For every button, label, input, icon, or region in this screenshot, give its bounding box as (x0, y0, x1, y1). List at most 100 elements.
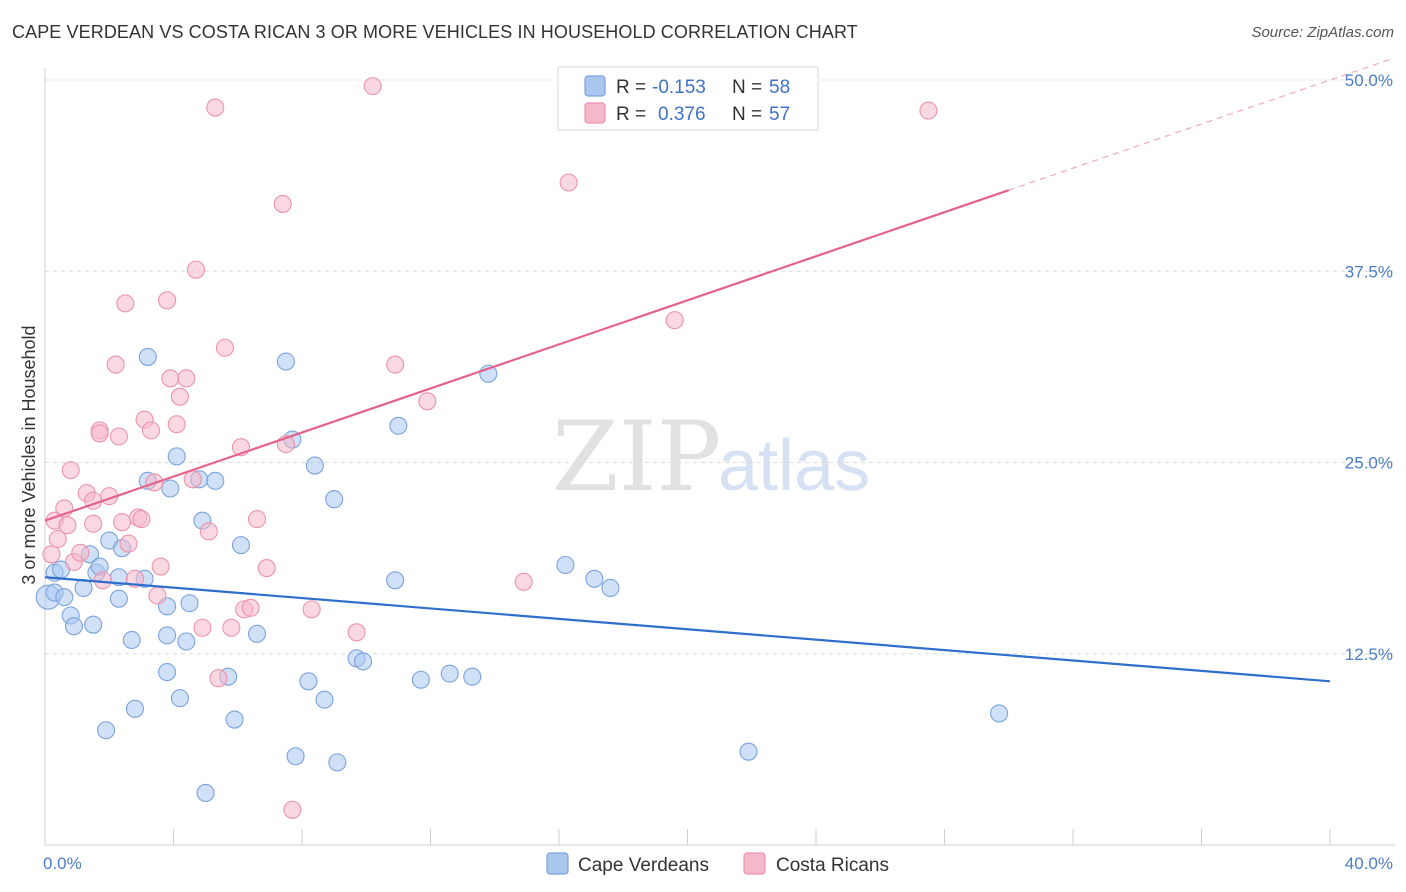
data-point (411, 670, 430, 689)
watermark-zip: ZIP (552, 401, 721, 513)
data-point (386, 355, 405, 374)
source-label: Source: ZipAtlas.com (1251, 24, 1394, 41)
data-point (990, 704, 1009, 723)
data-point (125, 569, 144, 588)
data-point (64, 617, 83, 636)
data-point (231, 536, 251, 555)
data-point (302, 600, 321, 619)
data-point (739, 742, 758, 761)
data-point (158, 291, 177, 310)
data-point (90, 424, 109, 443)
data-point (556, 555, 575, 575)
data-point (257, 559, 276, 578)
y-tick-label: 25.0% (1345, 454, 1393, 473)
bottom-legend: Cape Verdeans Costa Ricans (546, 852, 889, 876)
data-point (161, 479, 180, 498)
legend-n-value: 58 (769, 77, 790, 98)
data-point (48, 529, 67, 549)
legend-swatch-cape-verdeans (584, 75, 606, 97)
y-tick-label: 12.5% (1345, 645, 1393, 664)
data-point (42, 545, 61, 564)
data-point (299, 672, 318, 691)
data-point (440, 664, 459, 683)
data-point (84, 514, 103, 533)
tick-labels: 12.5% 25.0% 37.5% 50.0% 0.0% 40.0% (43, 71, 1393, 873)
data-point (222, 618, 241, 637)
data-point (58, 516, 77, 535)
data-point (919, 101, 938, 120)
data-point (122, 630, 141, 650)
data-point (325, 490, 344, 509)
data-point (286, 747, 305, 766)
data-point (386, 571, 405, 590)
data-point (158, 663, 177, 682)
data-point (113, 513, 132, 532)
data-point (93, 571, 112, 590)
data-point (61, 461, 80, 480)
data-point (84, 615, 103, 634)
axes (44, 68, 1395, 846)
data-point (177, 632, 196, 651)
data-point (328, 753, 347, 772)
data-point (132, 510, 151, 529)
data-point (283, 800, 302, 819)
data-point (215, 338, 234, 357)
data-point (353, 652, 373, 671)
data-point (158, 626, 177, 645)
data-point (247, 624, 267, 643)
data-point (206, 98, 225, 117)
watermark: ZIP atlas (552, 401, 870, 513)
data-point (167, 447, 186, 466)
data-point (180, 594, 199, 613)
bottom-legend-swatch-cape-verdeans (546, 852, 569, 875)
data-point (559, 173, 578, 192)
data-point (225, 710, 244, 729)
legend-n-value: 57 (769, 104, 790, 125)
top-legend: R = -0.153 N = 58 R = 0.376 N = 57 (557, 66, 819, 131)
data-point (138, 347, 157, 366)
legend-r-label: R = (616, 104, 646, 125)
y-tick-label: 37.5% (1345, 262, 1393, 281)
data-point (273, 194, 292, 213)
legend-n-label: N = (732, 104, 762, 125)
legend-n-label: N = (732, 77, 762, 98)
data-point (109, 589, 128, 608)
data-point (96, 721, 116, 740)
data-point (170, 689, 189, 708)
data-point (109, 427, 128, 446)
data-point (305, 456, 324, 475)
data-point (665, 311, 684, 330)
data-point (315, 690, 334, 709)
data-point (71, 543, 90, 562)
legend-swatch-costa-ricans (584, 102, 606, 124)
data-point (119, 534, 138, 553)
data-point (276, 352, 295, 371)
data-point (74, 578, 93, 598)
data-point (141, 421, 161, 440)
data-point (151, 557, 170, 576)
trend-line (44, 189, 1010, 522)
trend-line (44, 576, 1331, 683)
data-point (601, 578, 620, 598)
legend-r-value: -0.153 (652, 77, 706, 98)
data-point (161, 369, 180, 388)
series-costa-ricans (42, 77, 938, 819)
trend-line-extension (1008, 58, 1393, 191)
data-point (167, 415, 186, 434)
watermark-atlas: atlas (718, 426, 870, 506)
data-point (514, 572, 533, 591)
data-point (585, 569, 604, 588)
data-point (247, 510, 267, 529)
data-point (116, 294, 135, 313)
data-point (206, 471, 225, 490)
data-point (199, 522, 218, 541)
data-point (389, 416, 408, 435)
y-tick-label: 50.0% (1345, 71, 1393, 90)
data-point (463, 667, 482, 686)
data-point (363, 77, 382, 96)
data-point (106, 355, 125, 374)
y-axis-title: 3 or more Vehicles in Household (19, 325, 39, 584)
bottom-legend-label-costa-ricans: Costa Ricans (776, 855, 889, 876)
chart-title: CAPE VERDEAN VS COSTA RICAN 3 OR MORE VE… (12, 22, 858, 42)
